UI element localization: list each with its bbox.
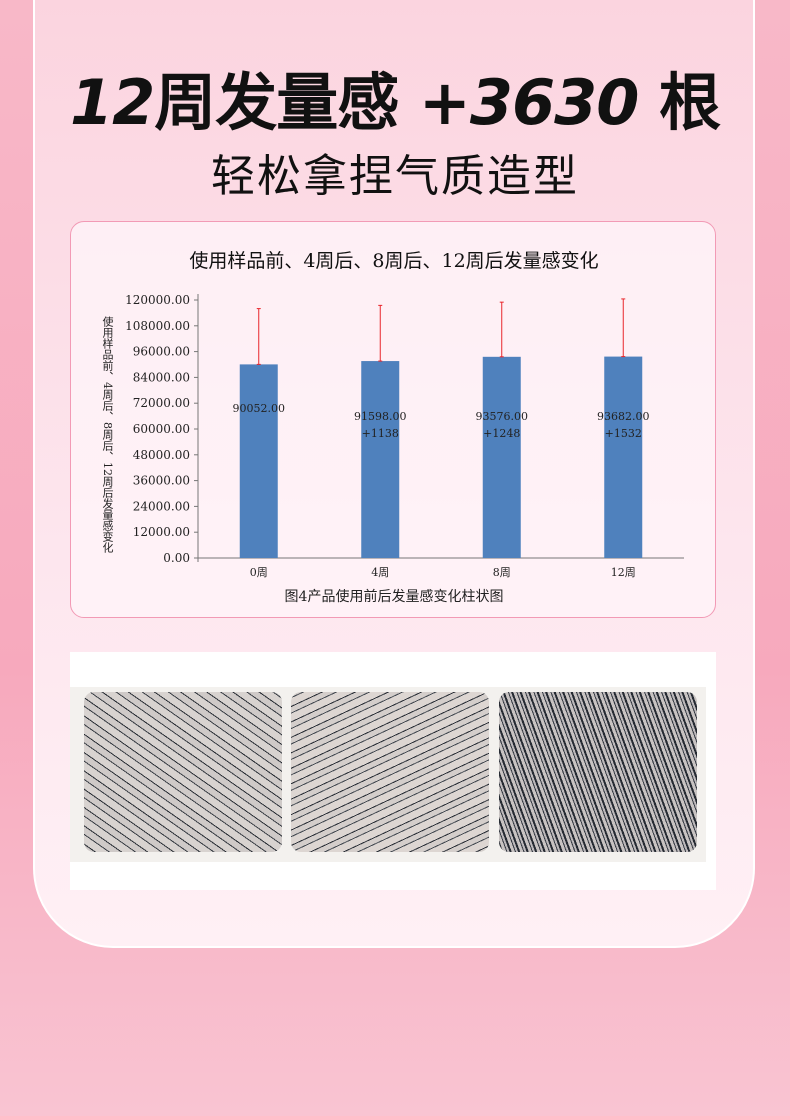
chart-title: 使用样品前、4周后、8周后、12周后发量感变化 [189, 250, 599, 272]
headline-highlight: +3630 [418, 66, 640, 139]
y-tick-label: 24000.00 [133, 499, 190, 513]
y-tick-label: 12000.00 [133, 525, 190, 539]
data-label: 91598.00 [354, 410, 407, 423]
chart-card: 使用样品前、4周后、8周后、12周后发量感变化 使用样品前、4周后、8周后、12… [70, 221, 716, 618]
scalp-photo-0-weeks [84, 692, 282, 852]
y-tick-label: 84000.00 [133, 370, 190, 384]
subheadline: 轻松拿捏气质造型 [211, 151, 579, 202]
y-axis-label: 使用样品前、4周后、8周后、12周后发量感变化 [101, 316, 114, 553]
headline: 12周发量感 +3630 根 [0, 52, 790, 142]
x-tick-label: 0周 [250, 566, 268, 579]
data-label: 93576.00 [476, 410, 529, 423]
increase-label: +1248 [483, 427, 520, 440]
y-tick-label: 120000.00 [125, 293, 190, 307]
scalp-photo-12-weeks [499, 692, 697, 852]
bar-chart: 0.00 12000.00 24000.00 36000.00 48000.00 6000… [125, 293, 684, 579]
y-tick-label: 108000.00 [125, 319, 190, 333]
y-tick-label: 72000.00 [133, 396, 190, 410]
x-tick-label: 8周 [493, 566, 511, 579]
increase-label: +1532 [605, 427, 642, 440]
increase-label: +1138 [362, 427, 399, 440]
headline-text: 周发量感 [154, 66, 419, 139]
data-label: 90052.00 [233, 402, 286, 415]
bar-0周 [239, 364, 278, 558]
scalp-photo-4-weeks [291, 692, 489, 852]
photo-strip [70, 687, 706, 862]
y-tick-label: 0.00 [163, 551, 190, 565]
y-tick-label: 36000.00 [133, 474, 190, 488]
y-tick-label: 60000.00 [133, 422, 190, 436]
headline-number: 12 [70, 66, 155, 139]
bar-4周 [361, 361, 400, 558]
y-tick-label: 96000.00 [133, 345, 190, 359]
chart-caption: 图4产品使用前后发量感变化柱状图 [284, 589, 504, 605]
bar-12周 [604, 356, 643, 558]
x-tick-label: 12周 [611, 566, 636, 579]
x-tick-label: 4周 [371, 566, 389, 579]
data-label: 93682.00 [597, 410, 650, 423]
photo-section [70, 652, 716, 890]
bar-8周 [482, 356, 521, 558]
y-tick-label: 48000.00 [133, 448, 190, 462]
headline-unit: 根 [638, 66, 721, 139]
